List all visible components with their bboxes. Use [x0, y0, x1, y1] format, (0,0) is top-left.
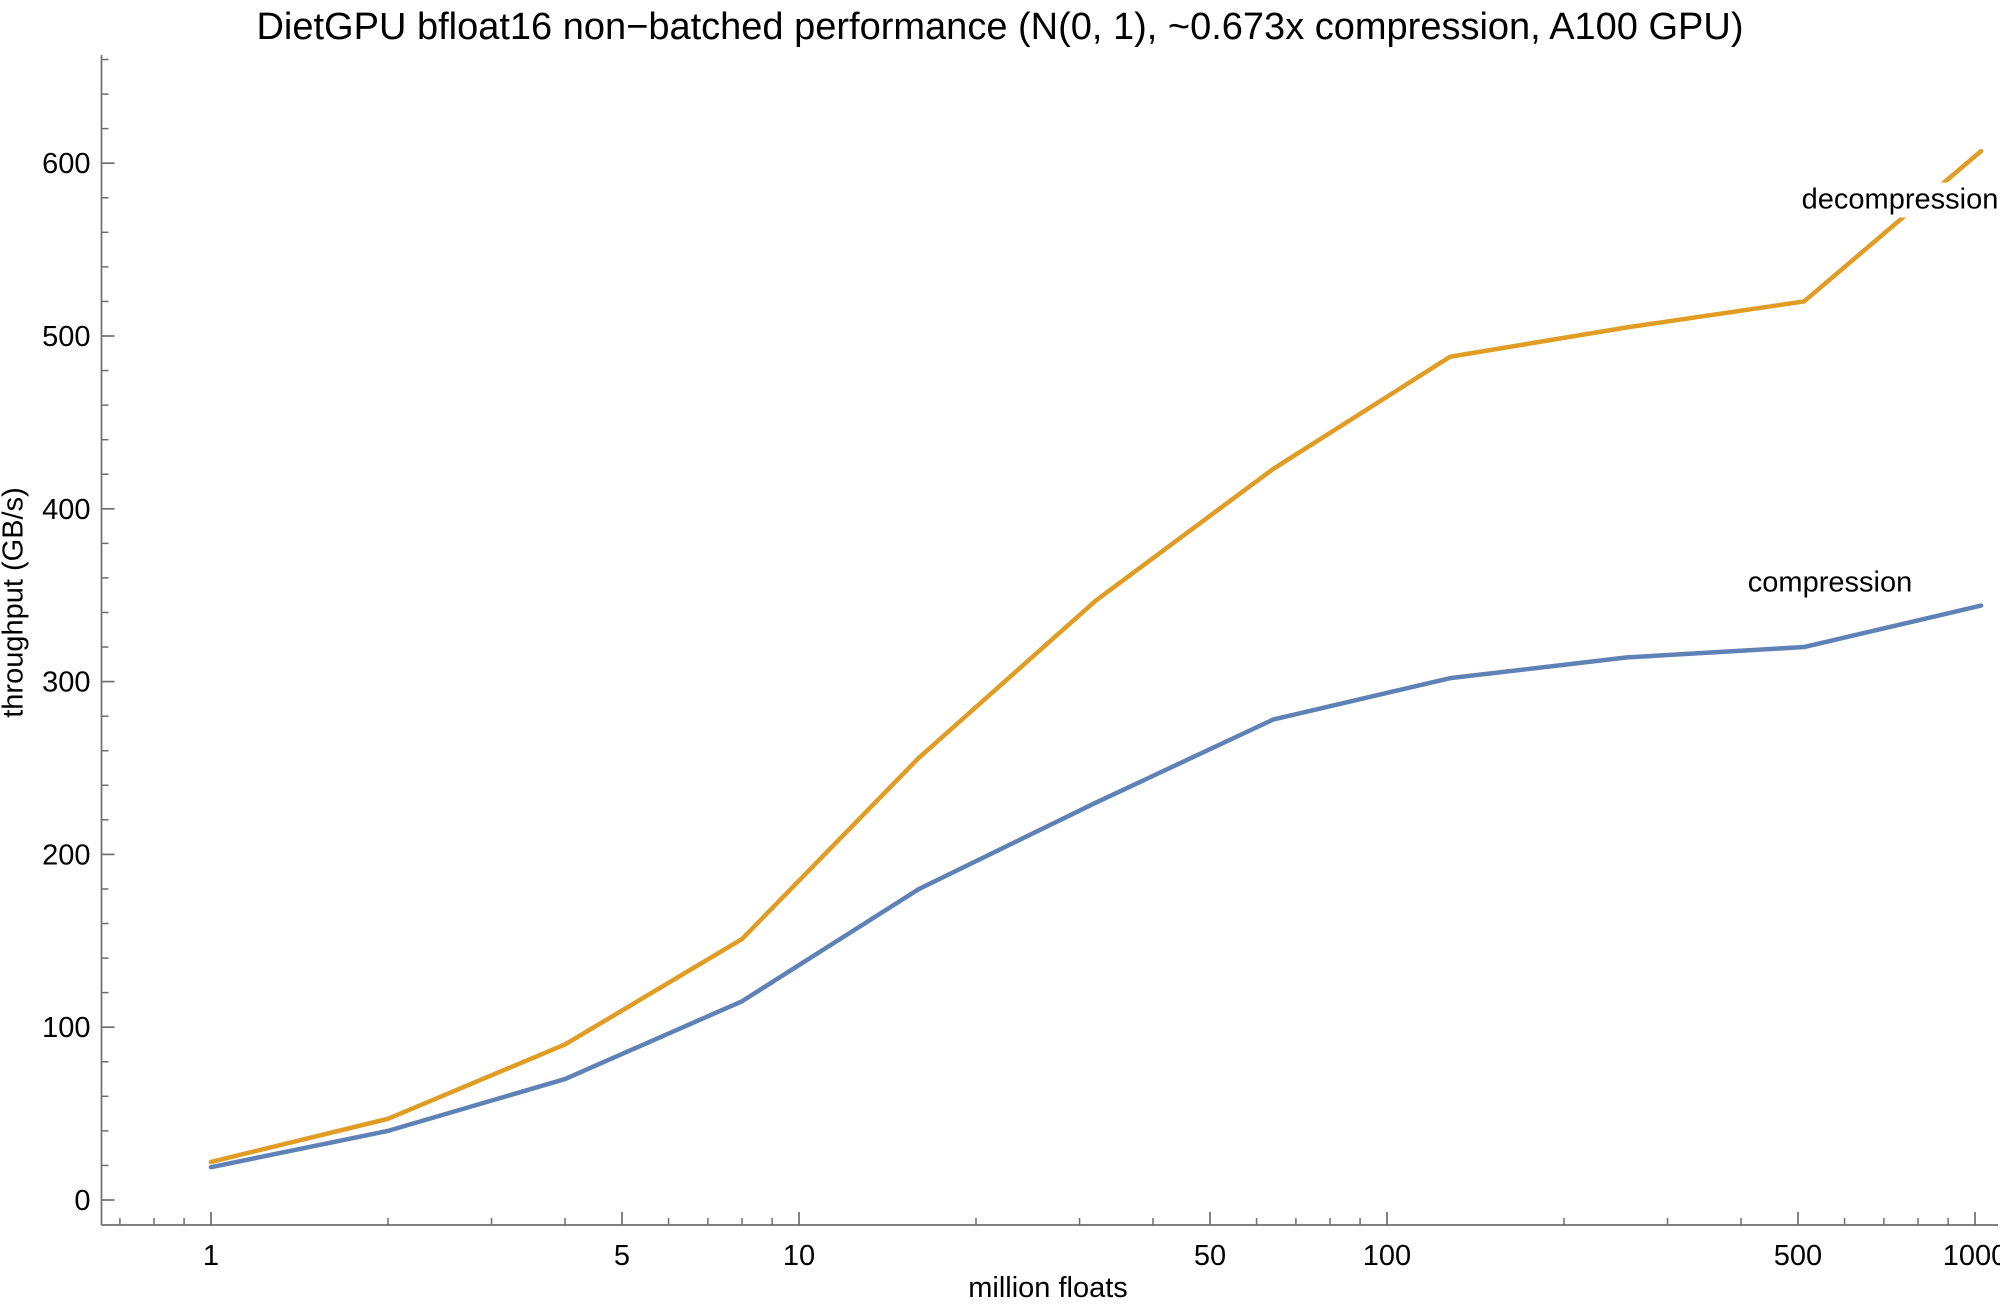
y-tick-label: 100: [42, 1012, 90, 1044]
x-axis-label: million floats: [968, 1272, 1128, 1304]
y-tick-label: 400: [42, 494, 90, 526]
series-label-compression: compression: [1742, 565, 1918, 601]
x-tick-label: 500: [1774, 1240, 1822, 1272]
x-tick-label: 10: [783, 1240, 815, 1272]
y-tick-label: 600: [42, 148, 90, 180]
x-tick-label: 5: [614, 1240, 630, 1272]
y-tick-label: 200: [42, 839, 90, 871]
y-tick-label: 0: [74, 1185, 90, 1217]
x-tick-label: 1: [203, 1240, 219, 1272]
x-tick-label: 100: [1363, 1240, 1411, 1272]
chart-title: DietGPU bfloat16 non−batched performance…: [256, 6, 1744, 48]
y-tick-label: 500: [42, 321, 90, 353]
x-tick-label: 1000: [1943, 1240, 2000, 1272]
y-axis-label: throughput (GB/s): [0, 487, 30, 718]
series-line-decompression: [208, 148, 1984, 1165]
series-label-decompression: decompression: [1796, 182, 2000, 218]
x-tick-label: 50: [1194, 1240, 1226, 1272]
y-tick-label: 300: [42, 667, 90, 699]
series-line-compression: [208, 603, 1984, 1170]
